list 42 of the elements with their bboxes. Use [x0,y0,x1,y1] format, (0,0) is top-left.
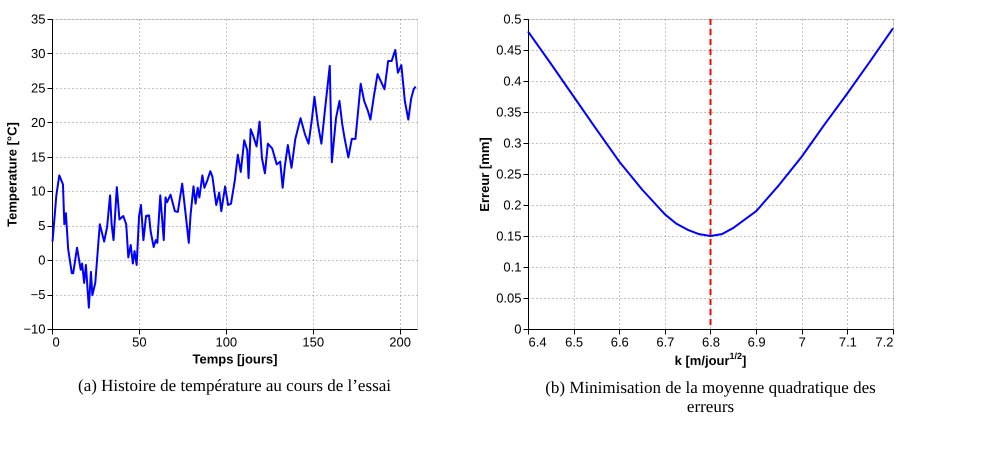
y-tick-label: 0.25 [496,166,522,182]
line-series [527,27,894,237]
text: (a) Histoire de température au cours de l’essai [78,376,392,395]
x-tick-label: 50 [132,334,147,350]
y-tick-label: 10 [31,184,46,199]
y-tick-label: 0.35 [496,104,522,120]
y-tick-label: 30 [31,46,46,61]
x-tick-label: 7 [798,334,806,350]
x-tick-label: 100 [215,334,238,350]
y-tick-label: 0 [514,322,522,336]
y-tick-label: 15 [31,149,46,164]
x-tick-label: 6.8 [702,334,720,350]
y-tick-label: 0.15 [496,228,522,244]
y-tick-label: 0.5 [503,12,522,26]
x-tick-label: 6.5 [565,334,584,350]
y-tick-label: −5 [30,287,46,302]
x-tick-label: 6.9 [748,334,766,350]
x-tick-label: 150 [302,334,324,350]
line-series [52,49,417,309]
x-tick-label: 200 [389,334,411,350]
x-axis-title: Temps [jours] [192,352,278,366]
y-tick-label: 0.4 [503,74,522,88]
y-tick-label: 0 [38,252,46,268]
text: (b) Minimisation de la moyenne quadratique des erreurs [545,378,876,416]
y-tick-label: 0.3 [503,136,522,150]
x-tick-label: 7.1 [838,334,857,350]
x-tick-label: 6.6 [610,334,629,350]
y-tick-label: 0.05 [496,290,522,306]
y-tick-label: 5 [38,218,46,234]
y-tick-label: 0.2 [503,198,522,212]
y-tick-label: 25 [31,80,46,96]
x-tick-label: 0 [52,334,60,350]
y-axis-title: Temperature [°C] [4,122,20,227]
y-tick-label: 0.45 [496,42,522,58]
x-tick-label: 6.7 [656,334,674,350]
y-tick-label: 20 [31,114,46,130]
y-tick-label: 0.1 [503,260,522,274]
y-axis-title: Erreur [mm] [477,137,492,212]
x-tick-label: 6.4 [528,334,547,350]
y-tick-label: −10 [23,322,46,336]
y-tick-label: 35 [31,12,46,26]
x-tick-label: 7.2 [875,334,894,350]
